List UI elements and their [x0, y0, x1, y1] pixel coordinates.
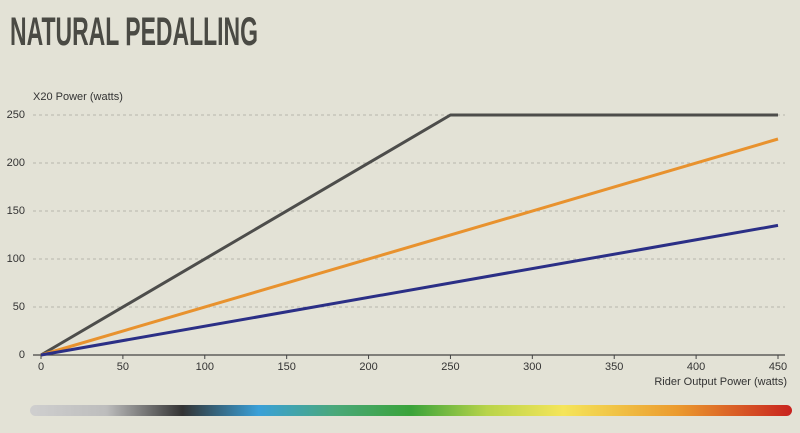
x-tick-label: 300 — [523, 361, 541, 373]
series-line — [40, 137, 779, 357]
chart-title: NATURAL PEDALLING — [10, 10, 258, 54]
x-tick-label: 350 — [605, 361, 623, 373]
x-tick-label: 400 — [687, 361, 705, 373]
y-tick-label: 250 — [7, 109, 25, 121]
y-tick-label: 50 — [13, 301, 25, 313]
x-tick-label: 100 — [196, 361, 214, 373]
x-tick-label: 150 — [277, 361, 295, 373]
y-tick-label: 150 — [7, 205, 25, 217]
x-tick-label: 450 — [769, 361, 787, 373]
x-axis-title: Rider Output Power (watts) — [654, 376, 787, 388]
series-line — [40, 113, 778, 357]
y-tick-label: 100 — [7, 253, 25, 265]
y-tick-label: 200 — [7, 157, 25, 169]
x-tick-label: 50 — [117, 361, 129, 373]
y-axis-title: X20 Power (watts) — [33, 91, 123, 103]
series-line — [40, 223, 779, 357]
y-tick-label: 0 — [19, 349, 25, 361]
color-bar — [30, 405, 792, 416]
x-tick-label: 0 — [38, 361, 44, 373]
x-tick-label: 200 — [359, 361, 377, 373]
x-tick-label: 250 — [441, 361, 459, 373]
